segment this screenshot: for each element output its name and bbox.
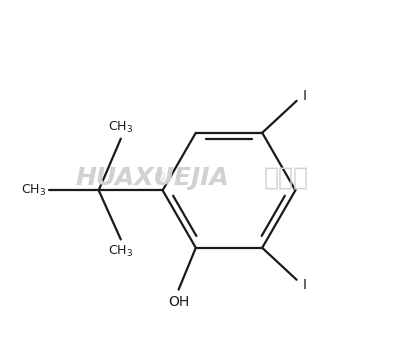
Text: I: I bbox=[302, 89, 306, 103]
Text: CH$_3$: CH$_3$ bbox=[108, 244, 133, 258]
Text: CH$_3$: CH$_3$ bbox=[108, 120, 133, 135]
Text: I: I bbox=[302, 278, 306, 292]
Text: CH$_3$: CH$_3$ bbox=[21, 183, 46, 198]
Text: HUAXUEJIA: HUAXUEJIA bbox=[75, 166, 229, 190]
Text: OH: OH bbox=[168, 294, 189, 309]
Text: 化学加: 化学加 bbox=[264, 166, 308, 190]
Text: ®: ® bbox=[152, 171, 166, 185]
